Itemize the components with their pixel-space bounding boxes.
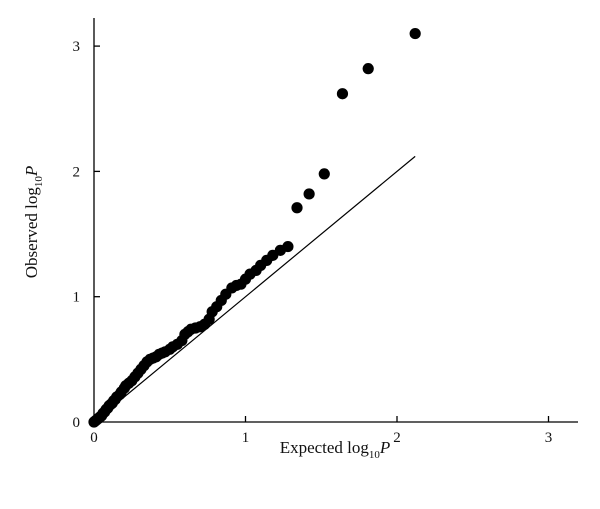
x-tick-label: 2 (393, 430, 401, 446)
y-tick-label: 0 (73, 415, 81, 431)
x-axis-label-variable: P (379, 438, 390, 457)
x-axis-label-prefix: Expected log (280, 438, 370, 457)
axes (93, 18, 578, 423)
y-tick-label: 2 (73, 164, 81, 180)
x-tick-label: 3 (545, 430, 553, 446)
x-tick-label: 1 (242, 430, 250, 446)
y-axis-label: Observed log10P (22, 166, 45, 279)
data-point (303, 188, 315, 200)
x-axis-label: Expected log10P (280, 438, 391, 461)
y-axis-label-subscript: 10 (33, 176, 45, 188)
data-point (282, 240, 294, 253)
y-tick-label: 3 (73, 39, 81, 55)
y-axis-label-prefix: Observed log (22, 187, 41, 279)
data-points-layer (88, 27, 421, 428)
data-point (362, 63, 374, 75)
reference-line (93, 155, 416, 423)
data-point (291, 202, 303, 214)
data-point (318, 168, 330, 180)
y-tick-label: 1 (73, 290, 81, 306)
data-point (336, 88, 349, 100)
x-tick-label: 0 (90, 430, 98, 446)
tick-labels-layer: 0 1 2 3 0 1 2 3 (73, 39, 553, 446)
data-point (409, 27, 421, 40)
y-axis-label-variable: P (22, 166, 41, 177)
x-axis-label-subscript: 10 (369, 449, 381, 461)
reference-line-layer (93, 155, 416, 423)
